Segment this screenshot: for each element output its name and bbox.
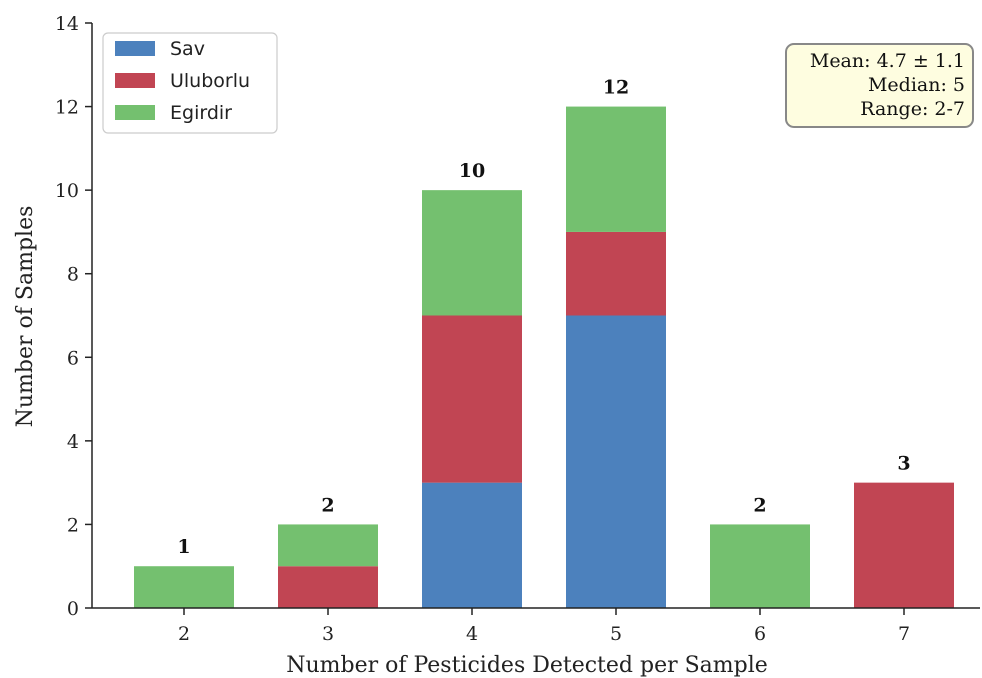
stats-line-3: Range: 2-7 [860,98,965,120]
y-tick-label-4: 4 [67,431,79,453]
total-label-3: 2 [321,494,334,516]
x-tick-label-2: 2 [178,623,190,645]
total-label-5: 12 [603,77,629,99]
total-label-7: 3 [897,453,910,475]
y-tick-label-8: 8 [67,264,79,286]
legend-swatch-egirdir [115,105,155,120]
legend-swatch-uluborlu [115,73,155,88]
total-label-2: 1 [177,536,190,558]
bar-sav-5 [566,315,666,608]
legend-label-sav: Sav [170,38,205,60]
bar-egirdir-4 [422,190,522,316]
legend-swatch-sav [115,41,155,56]
x-tick-label-6: 6 [754,623,766,645]
y-tick-label-10: 10 [55,180,79,202]
total-label-4: 10 [459,160,485,182]
bar-egirdir-2 [134,566,234,608]
bar-egirdir-3 [278,524,378,567]
legend: Sav Uluborlu Egirdir [102,32,278,134]
y-tick-label-2: 2 [67,514,79,536]
stats-line-1: Mean: 4.7 ± 1.1 [810,50,965,72]
y-axis-title: Number of Samples [13,206,38,428]
bars-layer [134,106,954,608]
x-tick-label-4: 4 [466,623,478,645]
stats-box-frame [785,43,974,128]
bar-egirdir-5 [566,106,666,232]
x-tick-label-7: 7 [898,623,910,645]
bar-uluborlu-3 [278,566,378,608]
legend-label-uluborlu: Uluborlu [170,70,250,92]
bar-sav-4 [422,482,522,608]
y-tick-label-14: 14 [55,13,79,35]
total-label-6: 2 [753,494,766,516]
bar-uluborlu-5 [566,231,666,316]
bar-egirdir-6 [710,524,810,608]
x-tick-label-5: 5 [610,623,622,645]
legend-label-egirdir: Egirdir [170,102,232,124]
bar-uluborlu-7 [854,482,954,608]
x-axis-title: Number of Pesticides Detected per Sample [286,653,768,678]
y-tick-label-0: 0 [67,598,79,620]
y-tick-label-6: 6 [67,347,79,369]
bar-uluborlu-4 [422,315,522,483]
stats-line-2: Median: 5 [868,74,965,96]
y-tick-label-12: 12 [55,97,79,119]
x-tick-label-3: 3 [322,623,334,645]
